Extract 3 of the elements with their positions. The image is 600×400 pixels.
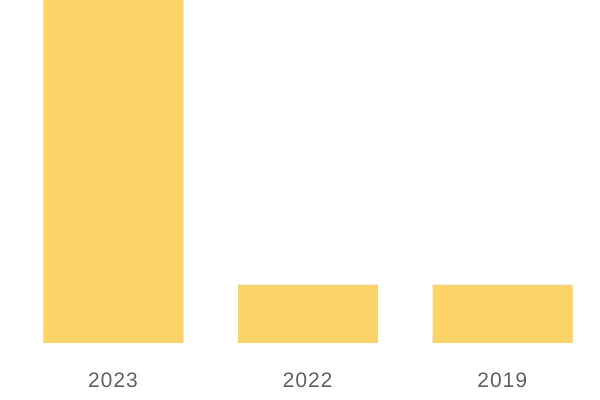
x-tick-label: 2022 [282, 369, 334, 392]
x-tick-label: 2023 [88, 369, 139, 392]
x-tick-label: 2019 [477, 369, 528, 392]
